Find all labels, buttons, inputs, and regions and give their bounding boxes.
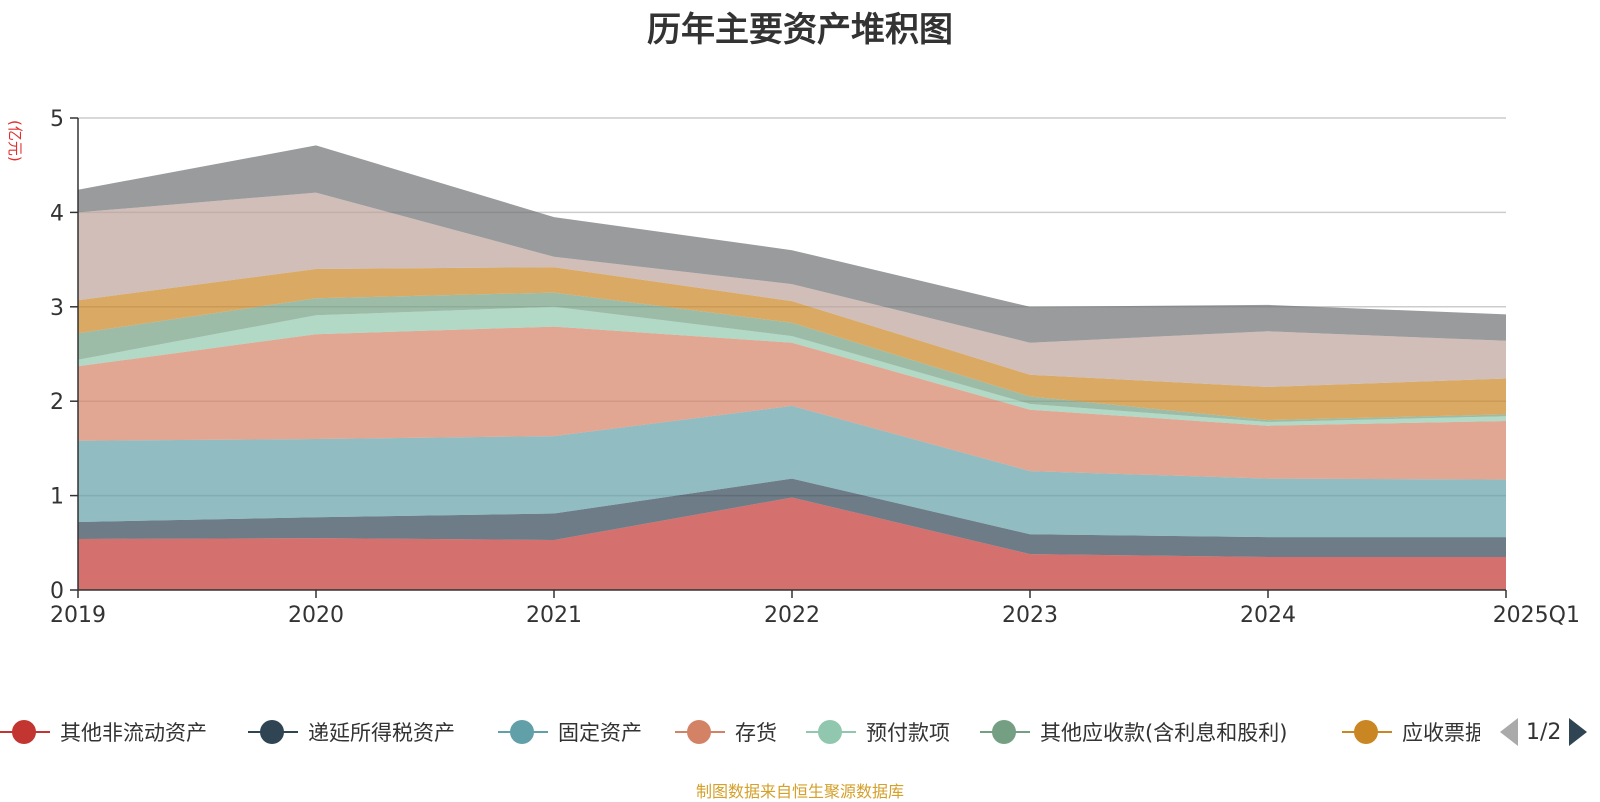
legend-marker-icon: [0, 719, 50, 745]
legend-item[interactable]: 存货: [675, 712, 777, 752]
legend-marker-icon: [675, 719, 725, 745]
legend-prev-icon[interactable]: [1500, 718, 1518, 746]
legend-items: 其他非流动资产 递延所得税资产 固定资产 存货 预付款项 其他应收款(含利息和股利) 应收票…: [0, 712, 1480, 752]
legend-label: 其他应收款(含利息和股利): [1040, 721, 1288, 745]
axes: 0 1 2 3 4 5 2019 2020 2021 2022 2023 2024 2025Q1: [50, 107, 1580, 628]
x-tick-label: 2021: [526, 603, 582, 628]
legend-label: 应收票据及应收账款: [1402, 721, 1480, 745]
area-series-4: [78, 326, 1506, 480]
area-series-3: [78, 405, 1506, 538]
area-series-1: [78, 497, 1506, 590]
y-tick-label: 2: [50, 390, 64, 415]
y-tick-label: 3: [50, 296, 64, 321]
x-tick-label: 2024: [1240, 603, 1296, 628]
legend-item[interactable]: 应收票据及应收账款: [1342, 712, 1480, 752]
x-tick-label: 2019: [50, 603, 106, 628]
stacked-area-chart: 0 1 2 3 4 5 2019 2020 2021 2022 2023 2024 2025Q1: [50, 107, 1580, 628]
area-series-7: [78, 267, 1506, 421]
legend-label: 递延所得税资产: [308, 721, 455, 745]
legend-item[interactable]: 其他应收款(含利息和股利): [980, 712, 1287, 752]
area-series-9: [78, 145, 1506, 343]
legend: 其他非流动资产 递延所得税资产 固定资产 存货 预付款项 其他应收款(含利息和股利) 应收票…: [0, 712, 1600, 752]
legend-label: 固定资产: [558, 721, 642, 745]
legend-item[interactable]: 固定资产: [498, 712, 642, 752]
area-series-2: [78, 478, 1506, 557]
x-tick-label: 2023: [1002, 603, 1058, 628]
x-tick-label: 2025Q1: [1493, 603, 1580, 628]
y-tick-label: 0: [50, 579, 64, 604]
chart-title: 历年主要资产堆积图: [647, 10, 953, 50]
y-tick-label: 5: [50, 107, 64, 132]
legend-item[interactable]: 递延所得税资产: [248, 712, 455, 752]
legend-marker-icon: [248, 719, 298, 745]
legend-item[interactable]: 其他非流动资产: [0, 712, 207, 752]
legend-marker-icon: [980, 719, 1030, 745]
legend-pager: 1/2: [1500, 712, 1588, 752]
legend-next-icon[interactable]: [1569, 718, 1588, 746]
legend-item[interactable]: 预付款项: [806, 712, 950, 752]
y-tick-label: 1: [50, 485, 64, 510]
legend-marker-icon: [806, 719, 856, 745]
area-series-group: [78, 145, 1506, 590]
legend-label: 其他非流动资产: [60, 721, 207, 745]
x-tick-label: 2020: [288, 603, 344, 628]
legend-marker-icon: [1342, 719, 1392, 745]
legend-label: 预付款项: [866, 721, 950, 745]
legend-marker-icon: [498, 719, 548, 745]
legend-label: 存货: [735, 721, 777, 745]
y-tick-label: 4: [50, 201, 64, 226]
x-tick-label: 2022: [764, 603, 820, 628]
area-series-8: [78, 192, 1506, 387]
legend-page-indicator: 1/2: [1526, 719, 1562, 745]
source-note: 制图数据来自恒生聚源数据库: [695, 782, 904, 801]
